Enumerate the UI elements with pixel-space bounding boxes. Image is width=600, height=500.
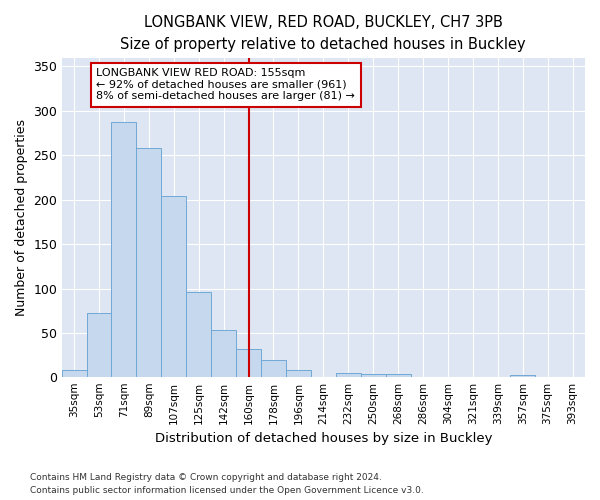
Bar — [186, 292, 211, 378]
Bar — [161, 196, 186, 378]
Text: Contains HM Land Registry data © Crown copyright and database right 2024.
Contai: Contains HM Land Registry data © Crown c… — [30, 474, 424, 495]
Bar — [236, 349, 261, 378]
Bar — [336, 373, 361, 378]
Bar — [136, 148, 161, 378]
X-axis label: Distribution of detached houses by size in Buckley: Distribution of detached houses by size … — [155, 432, 492, 445]
Title: LONGBANK VIEW, RED ROAD, BUCKLEY, CH7 3PB
Size of property relative to detached : LONGBANK VIEW, RED ROAD, BUCKLEY, CH7 3P… — [121, 15, 526, 52]
Bar — [62, 370, 86, 378]
Bar — [211, 330, 236, 378]
Bar — [112, 122, 136, 378]
Bar — [261, 360, 286, 378]
Bar — [286, 370, 311, 378]
Bar — [86, 314, 112, 378]
Bar — [386, 374, 410, 378]
Bar — [510, 374, 535, 378]
Y-axis label: Number of detached properties: Number of detached properties — [15, 119, 28, 316]
Bar — [361, 374, 386, 378]
Text: LONGBANK VIEW RED ROAD: 155sqm
← 92% of detached houses are smaller (961)
8% of : LONGBANK VIEW RED ROAD: 155sqm ← 92% of … — [97, 68, 355, 102]
